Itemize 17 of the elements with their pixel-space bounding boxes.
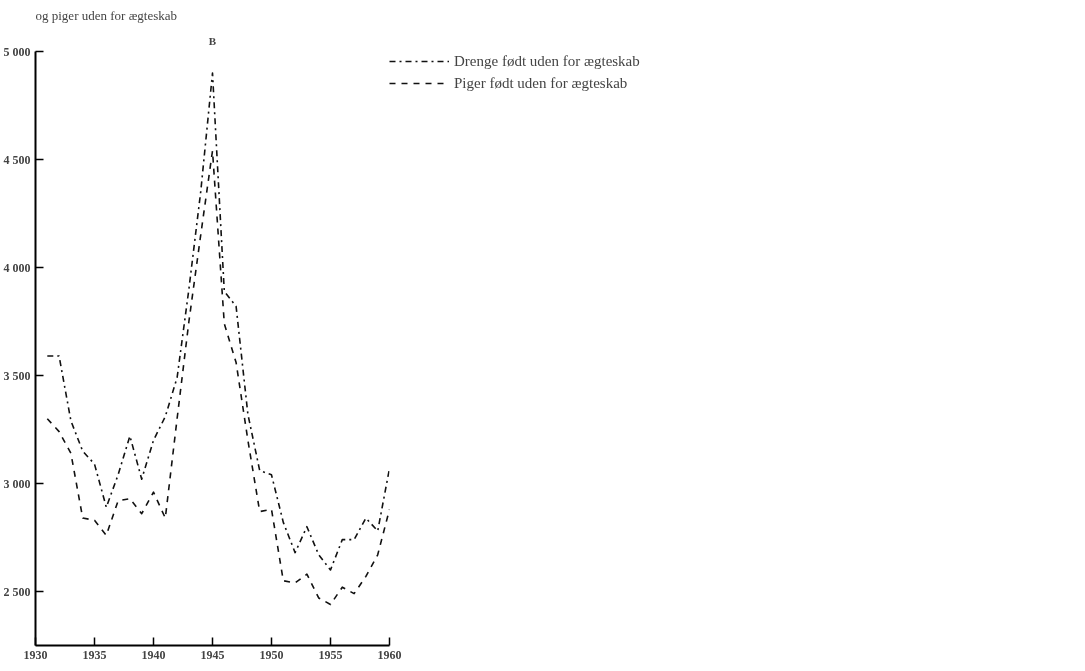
x-tick-label: 1950 (259, 647, 284, 662)
chart-title: og piger uden for ægteskab (35, 7, 178, 23)
chart-subtitle: B (208, 34, 217, 47)
x-tick-label: 1945 (200, 647, 225, 662)
y-tick-label: 3 000 (3, 476, 31, 491)
x-tick-label: 1940 (141, 647, 166, 662)
y-tick-label: 4 000 (3, 260, 31, 275)
y-tick-label: 4 500 (3, 152, 31, 167)
y-tick-label: 5 000 (3, 44, 31, 59)
y-tick-label: 3 500 (3, 368, 31, 383)
legend-label: Piger født uden for ægteskab (454, 74, 628, 92)
x-tick-label: 1955 (318, 647, 343, 662)
legend-label: Drenge født uden for ægteskab (454, 52, 640, 70)
x-tick-label: 1960 (377, 647, 402, 662)
x-tick-label: 1930 (23, 647, 48, 662)
x-tick-label: 1935 (82, 647, 107, 662)
y-tick-label: 2 500 (3, 584, 31, 599)
